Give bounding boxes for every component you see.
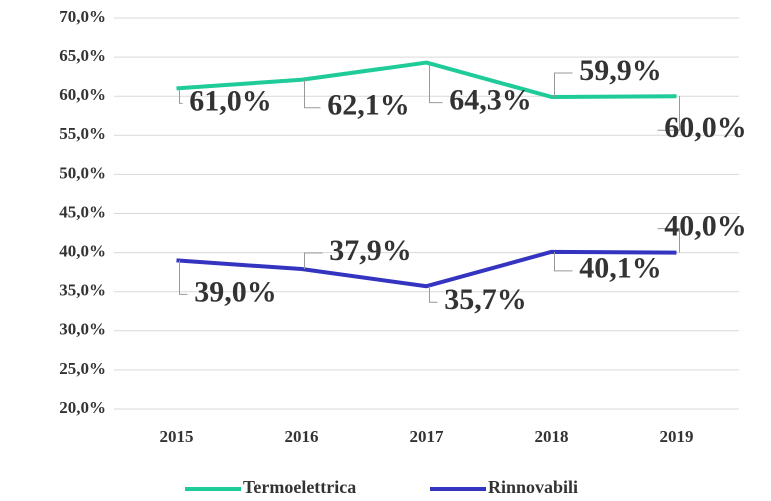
data-label: 39,0% <box>194 275 277 308</box>
y-tick-label: 35,0% <box>59 281 106 300</box>
data-label: 61,0% <box>189 84 272 117</box>
leader-line <box>179 260 188 295</box>
y-tick-label: 45,0% <box>59 202 106 221</box>
legend-label: Termoelettrica <box>243 477 356 497</box>
y-tick-label: 25,0% <box>59 359 106 378</box>
y-tick-label: 40,0% <box>59 242 106 261</box>
x-tick-label: 2016 <box>285 427 319 446</box>
data-label: 35,7% <box>444 283 527 316</box>
legend-label: Rinnovabili <box>488 477 578 497</box>
data-label: 59,9% <box>579 54 662 87</box>
y-tick-label: 60,0% <box>59 85 106 104</box>
leader-line <box>304 79 321 109</box>
y-tick-label: 20,0% <box>59 398 106 417</box>
leader-line <box>179 88 183 104</box>
data-label: 37,9% <box>329 234 412 267</box>
data-label: 62,1% <box>327 89 410 122</box>
leader-line <box>554 72 573 97</box>
leader-line <box>304 252 323 270</box>
leader-line <box>554 251 573 272</box>
x-tick-label: 2018 <box>535 427 569 446</box>
leader-line <box>429 286 438 303</box>
y-tick-label: 70,0% <box>59 7 106 26</box>
data-label: 40,0% <box>664 209 747 242</box>
leader-line <box>657 228 680 253</box>
y-tick-label: 50,0% <box>59 163 106 182</box>
data-label: 60,0% <box>664 111 747 144</box>
leader-line <box>429 62 443 104</box>
y-tick-label: 65,0% <box>59 46 106 65</box>
leader-line <box>657 96 680 131</box>
data-label: 40,1% <box>579 252 662 285</box>
line-series <box>176 60 677 99</box>
y-tick-label: 55,0% <box>59 124 106 143</box>
x-tick-label: 2015 <box>160 427 194 446</box>
x-tick-label: 2017 <box>410 427 445 446</box>
x-tick-label: 2019 <box>660 427 694 446</box>
y-tick-label: 30,0% <box>59 320 106 339</box>
data-label: 64,3% <box>449 83 532 116</box>
line-series <box>176 249 677 289</box>
